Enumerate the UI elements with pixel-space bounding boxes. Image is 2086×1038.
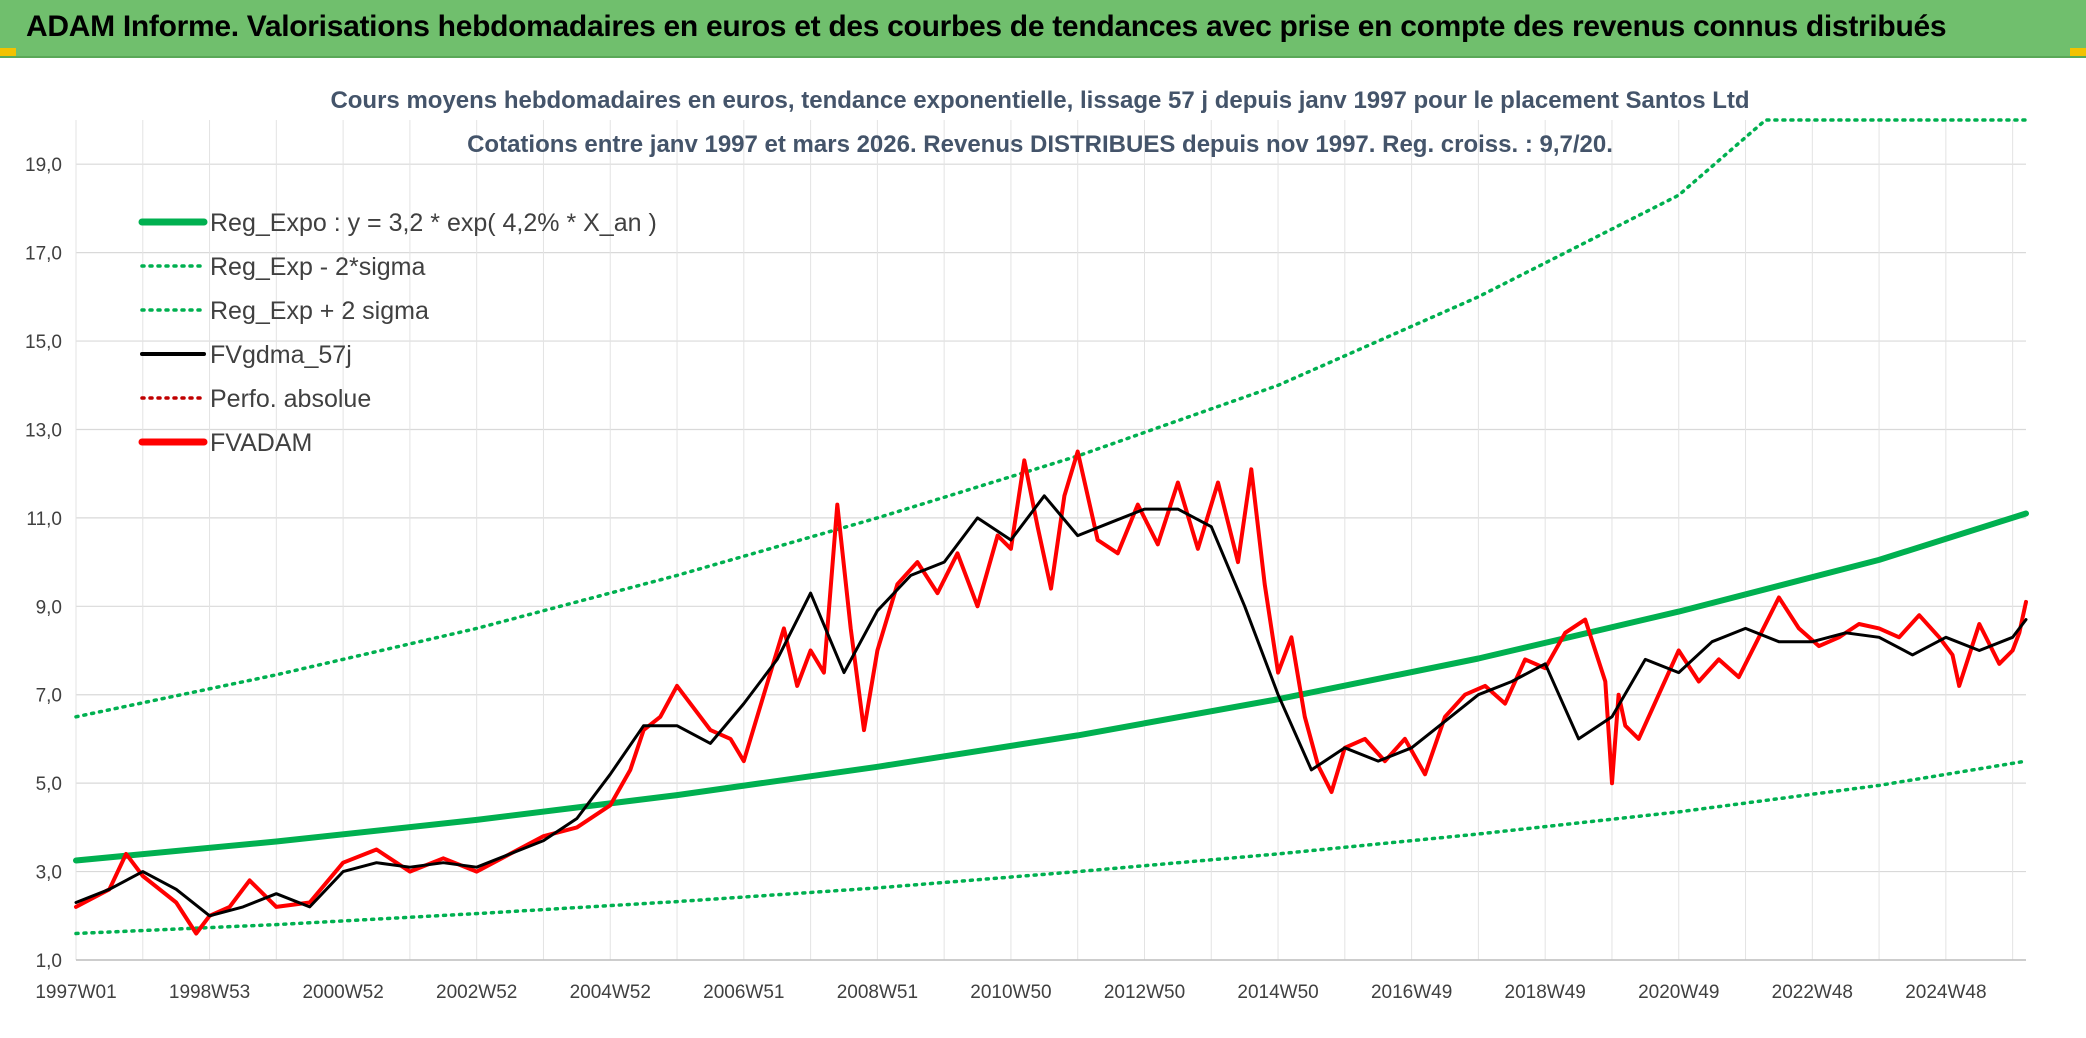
x-tick-label: 2012W50	[1104, 982, 1185, 1003]
x-tick-label: 2006W51	[703, 982, 784, 1003]
x-tick-label: 2008W51	[837, 982, 918, 1003]
y-tick-label: 5,0	[36, 774, 62, 795]
x-tick-label: 2018W49	[1505, 982, 1586, 1003]
legend-label: FVgdma_57j	[210, 341, 352, 369]
y-tick-label: 17,0	[25, 244, 62, 265]
x-tick-label: 2000W52	[302, 982, 383, 1003]
y-tick-label: 1,0	[36, 951, 62, 972]
y-tick-label: 3,0	[36, 863, 62, 884]
x-tick-label: 2004W52	[570, 982, 651, 1003]
series-line-3	[74, 494, 2028, 918]
chart-series	[73, 118, 2029, 936]
legend-label: Reg_Expo : y = 3,2 * exp( 4,2% * X_an )	[210, 209, 657, 237]
y-tick-label: 19,0	[25, 155, 62, 176]
banner-accent-left	[0, 48, 16, 56]
x-tick-label: 2002W52	[436, 982, 517, 1003]
y-tick-label: 11,0	[26, 509, 62, 530]
x-tick-label: 2016W49	[1371, 982, 1452, 1003]
price-trend-chart: 1,0 3,0 5,0 7,0 9,0 11,0 13,0 15,0 17,0 19,0 1997…	[25, 87, 2029, 1003]
x-tick-label: 2010W50	[970, 982, 1051, 1003]
legend-label: Perfo. absolue	[210, 385, 371, 413]
report-banner: ADAM Informe. Valorisations hebdomadaire…	[0, 0, 2086, 58]
x-tick-label: 1997W01	[35, 982, 116, 1003]
chart-title: Cours moyens hebdomadaires en euros, ten…	[330, 87, 1749, 114]
x-tick-label: 1998W53	[169, 982, 250, 1003]
y-tick-label: 9,0	[36, 597, 62, 618]
series-line-0	[73, 510, 2029, 864]
series-line-2	[74, 118, 2028, 719]
legend-label: Reg_Exp - 2*sigma	[210, 253, 425, 281]
x-tick-label: 2024W48	[1905, 982, 1986, 1003]
chart-titles: Cours moyens hebdomadaires en euros, ten…	[330, 87, 1749, 158]
legend-label: Reg_Exp + 2 sigma	[210, 297, 429, 325]
x-axis-ticks: 1997W01 1998W53 2000W52 2002W52 2004W52 2006W…	[35, 982, 1986, 1003]
legend-label: FVADAM	[210, 429, 312, 457]
x-tick-label: 2022W48	[1772, 982, 1853, 1003]
y-tick-label: 7,0	[36, 686, 62, 707]
x-tick-label: 2020W49	[1638, 982, 1719, 1003]
chart-legend: Reg_Expo : y = 3,2 * exp( 4,2% * X_an ) R…	[138, 209, 657, 457]
y-axis-ticks: 1,0 3,0 5,0 7,0 9,0 11,0 13,0 15,0 17,0 19,0	[25, 155, 62, 972]
series-line-1	[74, 759, 2028, 936]
y-tick-label: 15,0	[25, 332, 62, 353]
banner-accent-right	[2070, 48, 2086, 56]
chart-subtitle: Cotations entre janv 1997 et mars 2026. …	[467, 131, 1613, 158]
series-line-5	[74, 449, 2028, 936]
report-title: ADAM Informe. Valorisations hebdomadaire…	[26, 10, 1947, 43]
x-tick-label: 2014W50	[1237, 982, 1318, 1003]
y-tick-label: 13,0	[25, 420, 62, 441]
